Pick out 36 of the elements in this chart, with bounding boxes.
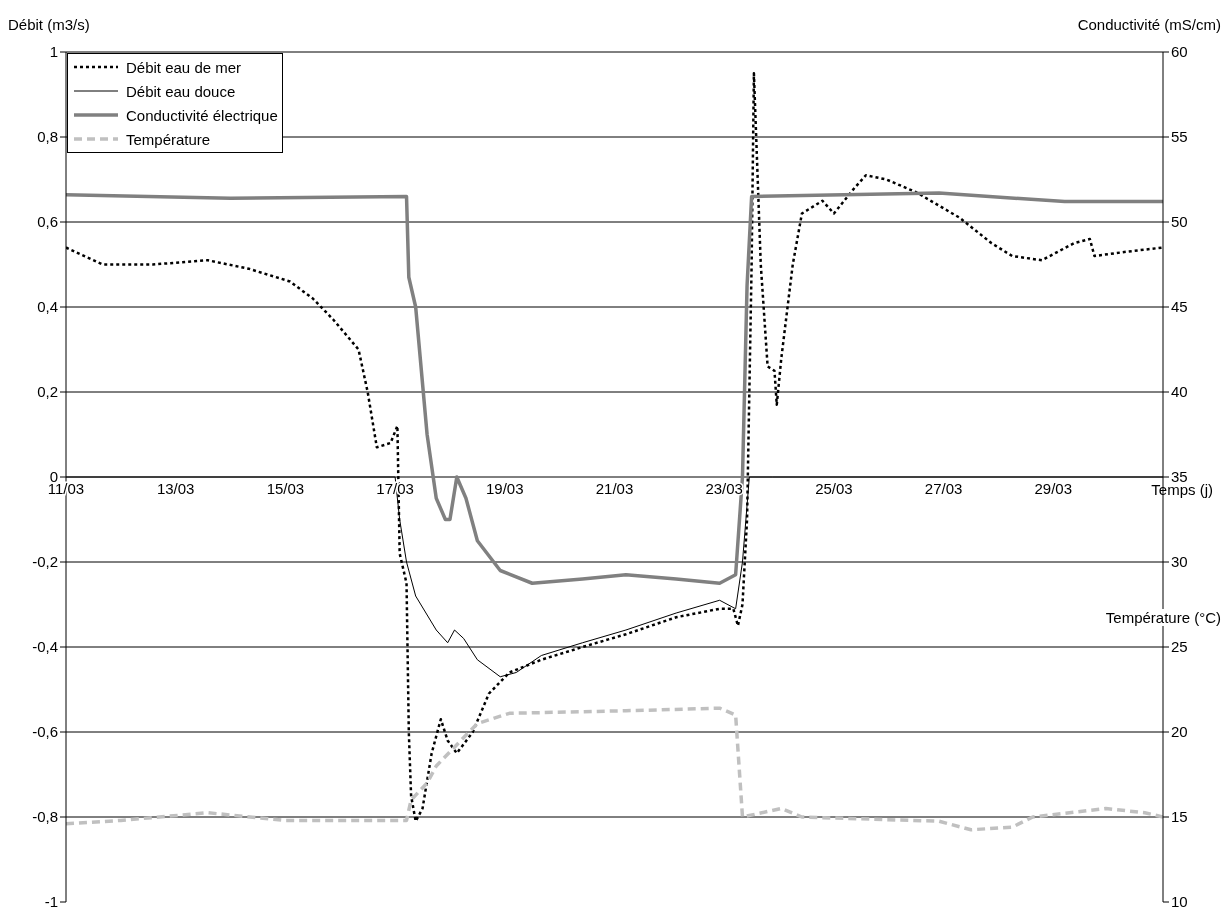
y-tick-label: 0,4 <box>37 298 58 316</box>
x-tick-label: 27/03 <box>924 480 963 497</box>
y-axis-title: Débit (m3/s) <box>8 16 90 33</box>
y2-tick-label: 60 <box>1171 43 1188 61</box>
y-tick-label: -0,4 <box>32 638 58 656</box>
y2-tick-label: 45 <box>1171 298 1188 316</box>
y-tick-label: 0,2 <box>37 383 58 401</box>
y2-tick-label: 30 <box>1171 553 1188 571</box>
y-tick-label: 1 <box>49 43 58 61</box>
y2-tick-label: 10 <box>1171 893 1188 911</box>
y-tick-label: -0,8 <box>32 808 58 826</box>
legend-label: Débit eau douce <box>126 82 236 100</box>
x-tick-label: 13/03 <box>156 480 195 497</box>
legend-label: Température <box>126 130 211 148</box>
y2-tick-label: 55 <box>1171 128 1188 146</box>
y-tick-label: -0,2 <box>32 553 58 571</box>
x-tick-label: 17/03 <box>376 480 414 497</box>
y2-axis-title: Conductivité (mS/cm) <box>1077 16 1221 33</box>
y2-tick-label: 20 <box>1171 723 1188 741</box>
legend-label: Débit eau de mer <box>126 58 242 76</box>
y2-tick-label: 40 <box>1171 383 1188 401</box>
legend-label: Conductivité électrique <box>126 106 278 124</box>
y2-tick-label: 25 <box>1171 638 1188 656</box>
y-tick-label: -1 <box>44 893 58 911</box>
y2-tick-label: 15 <box>1171 808 1188 826</box>
x-tick-label: 23/03 <box>705 480 743 497</box>
x-tick-label: 21/03 <box>595 480 634 497</box>
x-tick-label: 29/03 <box>1034 480 1073 497</box>
y-tick-label: -0,6 <box>32 723 58 741</box>
y2-tick-label: 50 <box>1171 213 1188 231</box>
x-tick-label: 15/03 <box>266 480 305 497</box>
x-tick-label: 19/03 <box>486 480 524 497</box>
y-tick-label: 0,6 <box>37 213 58 231</box>
annotation: Température (°C) <box>1105 609 1221 627</box>
x-tick-label: 25/03 <box>815 480 853 497</box>
y-tick-label: 0,8 <box>37 128 58 146</box>
